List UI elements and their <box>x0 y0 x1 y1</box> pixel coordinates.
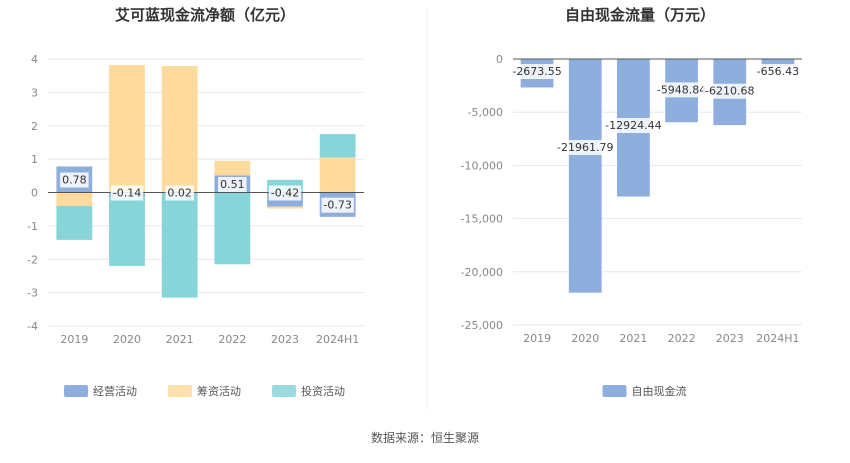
y-tick-label: 3 <box>31 86 38 99</box>
data-label-bg <box>510 64 564 79</box>
y-tick-label: 0 <box>31 187 38 200</box>
right-chart-title: 自由现金流量（万元） <box>565 6 715 24</box>
x-tick-label: 2022 <box>668 332 696 345</box>
y-tick-label: -4 <box>27 320 38 333</box>
right-legend: 自由现金流 <box>602 384 687 398</box>
data-label: -12924.44 <box>605 119 661 132</box>
data-label-bg <box>603 118 664 134</box>
bar <box>109 65 145 193</box>
left-chart: 4 3 2 1 0 -1 -2 -3 -4 2019 2020 2021 2022 2023 2024H1 0… <box>27 53 364 346</box>
left-legend: 经营活动 筹资活动 投资活动 <box>64 384 345 398</box>
x-tick-label: 2021 <box>619 332 647 345</box>
data-label-bg <box>165 185 194 201</box>
data-label: -2673.55 <box>512 65 561 78</box>
source-note: 数据来源：恒生聚源 <box>371 430 479 445</box>
data-label-bg <box>754 64 802 79</box>
data-label: -656.43 <box>757 65 799 78</box>
data-label-bg <box>60 172 89 188</box>
x-tick-label: 2019 <box>60 333 88 346</box>
x-tick-label: 2023 <box>271 333 299 346</box>
legend-label: 经营活动 <box>93 384 137 398</box>
legend-swatch <box>64 385 88 397</box>
y-tick-label: -10,000 <box>461 159 503 172</box>
bar <box>319 157 356 193</box>
legend-swatch <box>602 385 627 397</box>
y-tick-label: -1 <box>27 220 38 233</box>
data-label: -5948.84 <box>657 83 706 96</box>
bar <box>56 205 93 240</box>
y-tick-label: -25,000 <box>461 319 503 332</box>
bar <box>214 192 251 265</box>
data-label-bg <box>555 140 616 155</box>
bar <box>161 66 198 192</box>
y-tick-label: 1 <box>31 153 38 166</box>
y-tick-label: 0 <box>496 53 503 66</box>
data-label-bg <box>218 176 247 192</box>
y-tick-label: -15,000 <box>461 213 503 226</box>
data-label: -0.14 <box>113 187 141 200</box>
x-tick-label: 2020 <box>113 333 141 346</box>
x-tick-label: 2020 <box>571 332 599 345</box>
bar <box>267 206 303 209</box>
legend-swatch <box>168 385 192 397</box>
bar <box>761 59 795 66</box>
x-tick-label: 2019 <box>523 332 551 345</box>
x-tick-label: 2024H1 <box>756 332 799 345</box>
data-label-bg <box>268 185 302 201</box>
y-tick-label: -20,000 <box>461 266 503 279</box>
bar <box>568 59 602 293</box>
data-label: -0.42 <box>271 187 299 200</box>
data-label-bg <box>703 83 757 99</box>
y-tick-label: -2 <box>27 253 38 266</box>
bar <box>319 134 356 158</box>
y-tick-label: 4 <box>31 53 38 66</box>
y-tick-label: 2 <box>31 120 38 133</box>
legend-label: 自由现金流 <box>632 384 687 398</box>
legend-swatch <box>272 385 296 397</box>
bar <box>109 197 145 266</box>
legend-label: 投资活动 <box>301 384 345 398</box>
x-tick-label: 2022 <box>218 333 246 346</box>
data-label: 0.02 <box>167 187 192 200</box>
data-label: 0.51 <box>220 178 245 191</box>
y-tick-label: -5,000 <box>468 106 503 119</box>
x-tick-label: 2021 <box>166 333 194 346</box>
data-label-bg <box>654 82 709 98</box>
data-label-bg <box>110 185 144 201</box>
data-label: -0.73 <box>323 199 351 212</box>
bar <box>161 192 198 298</box>
data-label-bg <box>321 197 354 213</box>
legend-label: 筹资活动 <box>197 384 241 398</box>
x-tick-label: 2024H1 <box>316 333 359 346</box>
bar <box>56 192 93 206</box>
data-label: -21961.79 <box>557 141 613 154</box>
left-chart-title: 艾可蓝现金流净额（亿元） <box>115 6 295 24</box>
right-chart: 0 -5,000 -10,000 -15,000 -20,000 -25,000 2019 2… <box>461 53 802 345</box>
y-tick-label: -3 <box>27 287 38 300</box>
data-label: 0.78 <box>62 173 87 186</box>
data-label: -6210.68 <box>705 85 754 98</box>
x-tick-label: 2023 <box>716 332 744 345</box>
bar <box>214 160 251 176</box>
